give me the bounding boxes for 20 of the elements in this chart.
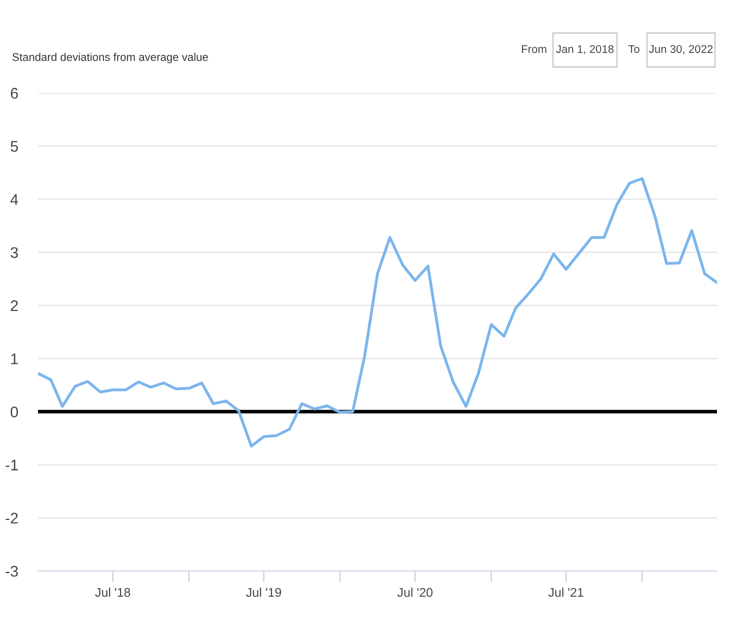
y-tick-label: 5	[10, 141, 18, 152]
x-tick-label: Jul '20	[397, 588, 433, 597]
y-tick-label: -3	[6, 566, 18, 577]
y-tick-label: 0	[10, 406, 18, 418]
text: Jun 30, 2022	[649, 45, 713, 54]
x-tick-label: Jul '21	[548, 588, 584, 597]
y-axis-title: Standard deviations from average value	[12, 52, 208, 64]
y-tick-label: -1	[6, 460, 18, 470]
line-series	[38, 177, 717, 448]
text: To	[628, 45, 640, 53]
text: Jan 1, 2018	[556, 45, 614, 54]
y-tick-label: 1	[11, 354, 18, 364]
y-tick-label: 4	[10, 194, 18, 205]
y-tick-label: 6	[10, 88, 18, 99]
x-tick-label: Jul '18	[95, 588, 130, 597]
y-tick-label: -2	[6, 512, 18, 524]
x-tick-label: Jul '19	[246, 588, 282, 597]
y-tick-label: 3	[10, 247, 18, 258]
text: From	[522, 45, 546, 53]
y-tick-label: 2	[10, 300, 18, 311]
